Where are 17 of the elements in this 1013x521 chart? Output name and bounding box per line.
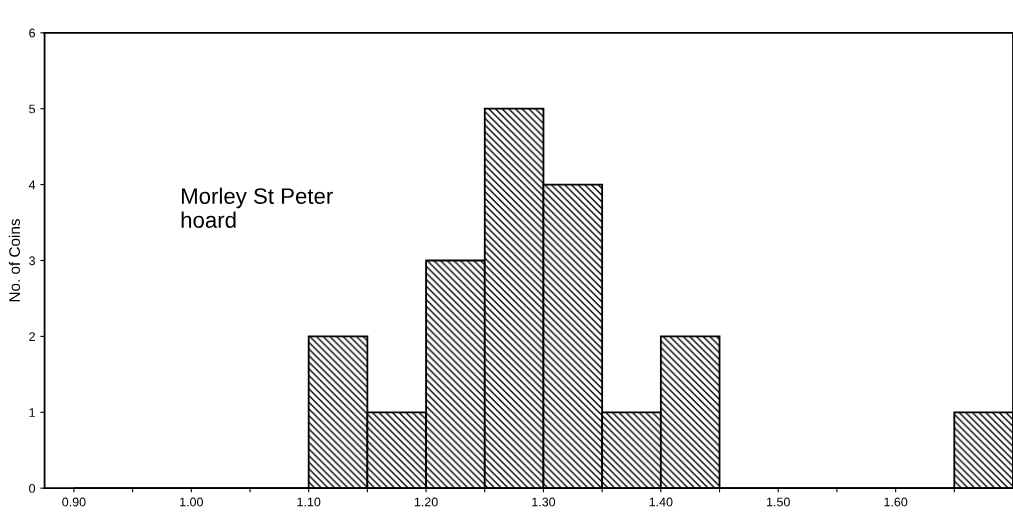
x-tick-label: 1.20 — [414, 497, 438, 507]
x-tick-label: 1.50 — [767, 497, 790, 507]
x-tick-label: 0.90 — [62, 497, 86, 507]
annotation: Morley St Peter hoard — [181, 187, 333, 228]
y-tick-label: 2 — [29, 332, 35, 341]
x-tick-label: 1.00 — [180, 497, 203, 507]
y-tick-label: 5 — [29, 104, 36, 114]
y-tick-label: 4 — [28, 180, 36, 190]
y-tick-label: 6 — [29, 28, 35, 38]
x-tick-label: 1.60 — [884, 497, 908, 507]
x-tick-label: 1.30 — [532, 497, 556, 507]
y-tick-label: 3 — [29, 256, 35, 266]
y-axis-title: No. of Coins — [8, 219, 21, 302]
y-tick-label: 1 — [29, 408, 35, 417]
x-tick-label: 1.40 — [649, 497, 673, 507]
y-tick-label: 0 — [29, 483, 36, 493]
x-tick-label: 1.10 — [297, 497, 321, 507]
